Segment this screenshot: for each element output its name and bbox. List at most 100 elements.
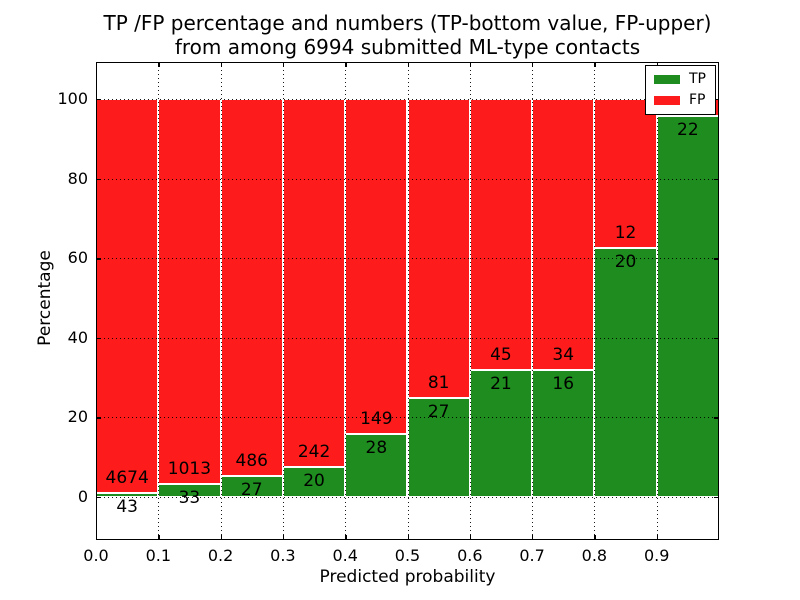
y-tick-mark <box>714 258 719 260</box>
x-tick-mark <box>656 535 659 540</box>
y-tick-label: 80 <box>67 168 88 188</box>
x-tick-label: 0.6 <box>457 546 483 565</box>
y-tick-mark <box>714 337 719 340</box>
v-gridline <box>220 62 222 540</box>
tp-count-label: 20 <box>303 470 325 491</box>
plot-area: 4674 43 1013 33 486 27 242 20 149 28 81 27 45 21 34 16 1… <box>96 62 719 540</box>
bar-segment-fp <box>282 99 346 467</box>
tp-count-label: 43 <box>116 497 138 518</box>
tp-count-label: 16 <box>552 373 575 394</box>
v-gridline <box>469 62 471 540</box>
chart-title: TP /FP percentage and numbers (TP-bottom… <box>96 11 719 59</box>
fp-count-label: 4674 <box>105 468 149 489</box>
x-tick-mark <box>532 535 534 540</box>
v-gridline <box>345 62 347 540</box>
y-tick-label: 40 <box>67 327 88 347</box>
legend-item-fp: FP <box>654 93 706 108</box>
fp-count-label: 81 <box>427 372 450 393</box>
x-tick-mark <box>594 62 596 67</box>
x-tick-mark <box>220 535 222 540</box>
x-tick-label: 0.2 <box>207 546 234 565</box>
x-tick-label: 0.9 <box>643 546 670 565</box>
y-tick-mark <box>714 178 719 180</box>
x-tick-label: 0.3 <box>270 546 296 565</box>
y-tick-mark <box>714 417 719 419</box>
x-tick-mark <box>282 62 285 67</box>
x-tick-mark <box>469 535 472 540</box>
v-gridline <box>158 62 160 540</box>
fp-count-label: 149 <box>360 409 393 430</box>
x-tick-mark <box>407 62 409 67</box>
bar-segment-fp <box>158 99 221 485</box>
y-tick-mark <box>96 99 101 101</box>
fp-count-label: 12 <box>614 223 637 244</box>
x-tick-mark <box>282 535 285 540</box>
x-tick-label: 0.5 <box>394 546 421 565</box>
tp-count-label: 20 <box>614 252 637 273</box>
v-gridline <box>532 62 534 540</box>
x-tick-mark <box>469 62 472 67</box>
bar-segment-fp <box>469 99 533 371</box>
bar-segment-tp <box>407 397 470 497</box>
legend: TP FP <box>645 65 716 115</box>
bar-segment-tp <box>656 116 719 497</box>
y-tick-mark <box>714 99 719 101</box>
v-gridline <box>656 62 658 540</box>
y-tick-mark <box>96 497 101 499</box>
y-tick-mark <box>96 178 101 180</box>
x-tick-mark <box>656 62 659 67</box>
x-tick-mark <box>96 535 98 540</box>
y-tick-mark <box>714 497 719 499</box>
x-tick-mark <box>345 62 347 67</box>
fp-count-label: 45 <box>490 345 512 366</box>
x-tick-mark <box>345 535 347 540</box>
plot-canvas: 4674 43 1013 33 486 27 242 20 149 28 81 27 45 21 34 16 1… <box>96 62 719 540</box>
v-gridline <box>407 62 409 540</box>
x-tick-label: 0.8 <box>581 546 608 565</box>
bar-segment-tp <box>345 434 408 497</box>
v-gridline <box>594 62 596 540</box>
x-tick-mark <box>158 535 160 540</box>
tp-count-label: 27 <box>240 480 263 501</box>
bar-segment-fp <box>345 99 408 435</box>
bar-segment-fp <box>407 99 470 398</box>
chart-title-line2: from among 6994 submitted ML-type contac… <box>174 35 641 59</box>
x-tick-label: 0.7 <box>519 546 545 565</box>
y-tick-label: 0 <box>77 487 88 507</box>
tp-count-label: 27 <box>427 401 450 422</box>
fp-count-label: 1013 <box>167 459 212 480</box>
x-tick-mark <box>220 62 222 67</box>
tp-swatch <box>654 75 680 84</box>
x-tick-label: 0.1 <box>145 546 172 565</box>
x-tick-label: 0.0 <box>83 546 109 565</box>
tp-count-label: 28 <box>365 438 388 459</box>
x-axis-label: Predicted probability <box>319 567 496 587</box>
tp-count-label: 21 <box>490 374 512 395</box>
y-tick-label: 60 <box>67 248 88 268</box>
y-tick-mark <box>96 417 101 419</box>
fp-count-label: 486 <box>235 451 268 472</box>
legend-label-fp: FP <box>689 92 706 108</box>
bar-segment-fp <box>96 99 159 494</box>
bar-segment-fp <box>220 99 283 477</box>
tp-count-label: 33 <box>178 488 201 509</box>
y-tick-mark <box>96 258 101 260</box>
tp-count-label: 22 <box>677 120 699 141</box>
fp-count-label: 34 <box>552 344 575 365</box>
y-tick-mark <box>96 337 101 340</box>
x-tick-label: 0.4 <box>332 546 358 565</box>
fp-swatch <box>654 96 680 105</box>
y-tick-label: 20 <box>67 407 88 427</box>
legend-item-tp: TP <box>654 72 706 87</box>
bar-segment-tp <box>532 369 595 497</box>
legend-label-tp: TP <box>689 71 706 87</box>
x-tick-mark <box>594 535 596 540</box>
v-gridline <box>282 62 284 540</box>
chart-title-line1: TP /FP percentage and numbers (TP-bottom… <box>103 11 712 35</box>
x-tick-mark <box>158 62 160 67</box>
x-tick-mark <box>96 62 98 67</box>
x-tick-mark <box>532 62 534 67</box>
x-tick-mark <box>407 535 409 540</box>
fp-count-label: 242 <box>297 441 331 462</box>
